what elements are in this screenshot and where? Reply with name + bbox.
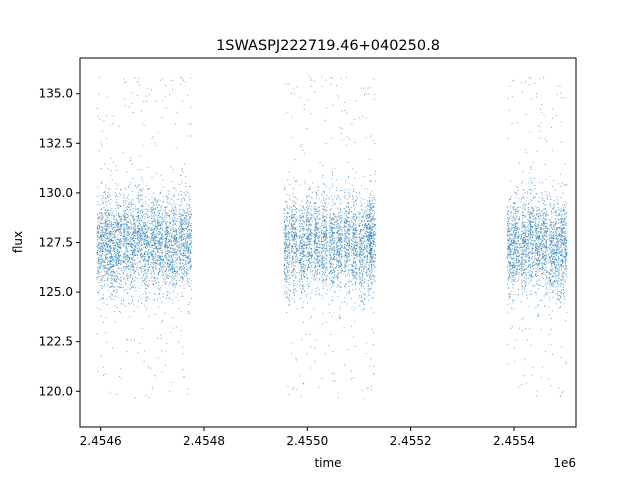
data-point — [560, 97, 568, 394]
data-point — [115, 125, 123, 395]
data-point — [534, 77, 542, 397]
data-point — [520, 81, 528, 385]
x-tick-label: 2.4548 — [183, 434, 225, 448]
data-point — [343, 76, 351, 366]
data-point — [164, 79, 172, 392]
data-point — [368, 78, 376, 388]
data-point — [554, 85, 562, 398]
data-point — [526, 76, 534, 376]
data-point — [506, 79, 514, 365]
data-point — [328, 76, 336, 382]
data-point — [320, 76, 328, 379]
data-point — [540, 76, 548, 378]
x-axis-ticks: 2.4546 2.4548 2.4550 2.4552 2.4554 — [80, 427, 535, 448]
data-point — [350, 100, 358, 380]
x-tick-label: 2.4546 — [80, 434, 122, 448]
data-point — [150, 89, 158, 390]
data-point — [512, 80, 521, 388]
chart-title: 1SWASPJ222719.46+040250.8 — [216, 38, 440, 54]
y-tick-label: 120.0 — [39, 384, 73, 398]
data-point — [136, 77, 144, 354]
data-point — [178, 76, 186, 378]
y-tick-label: 135.0 — [39, 87, 73, 101]
x-tick-label: 2.4554 — [493, 434, 535, 448]
data-point — [184, 77, 192, 395]
data-point — [122, 78, 130, 353]
x-tick-label: 2.4550 — [286, 434, 328, 448]
data-point — [335, 77, 343, 399]
y-tick-label: 130.0 — [39, 186, 73, 200]
y-tick-label: 132.5 — [39, 136, 73, 150]
data-point — [305, 76, 313, 369]
data-point — [290, 86, 298, 391]
data-point — [156, 78, 165, 373]
data-points — [96, 76, 568, 400]
data-point — [129, 77, 137, 399]
data-point — [358, 87, 366, 400]
data-point — [143, 87, 151, 399]
data-point — [313, 80, 321, 388]
y-tick-label: 125.0 — [39, 285, 73, 299]
data-point — [170, 80, 179, 383]
y-tick-label: 127.5 — [39, 236, 73, 250]
y-axis-label: flux — [11, 231, 25, 253]
y-axis-ticks: 120.0 122.5 125.0 127.5 130.0 132.5 135.0 — [39, 87, 80, 398]
data-point — [96, 76, 104, 372]
data-point — [548, 108, 556, 387]
data-point — [283, 83, 291, 396]
data-point — [108, 115, 117, 393]
x-axis-label: time — [314, 456, 341, 470]
y-tick-label: 122.5 — [39, 335, 73, 349]
x-axis-offset-label: 1e6 — [553, 456, 576, 470]
data-point — [298, 97, 306, 398]
data-point — [102, 96, 110, 376]
x-tick-label: 2.4552 — [390, 434, 432, 448]
